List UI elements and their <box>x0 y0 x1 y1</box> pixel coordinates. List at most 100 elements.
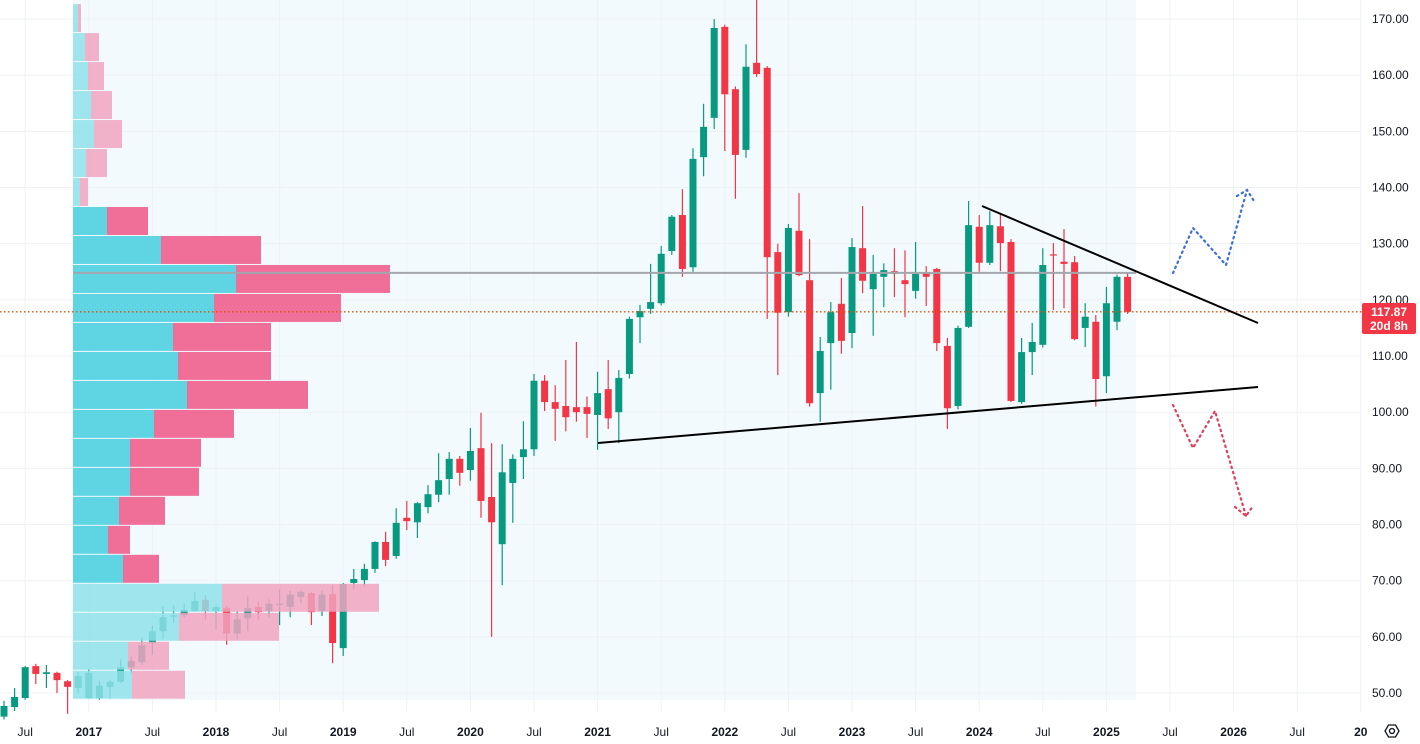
candle-body <box>562 406 570 418</box>
last-price-value: 117.87 <box>1371 305 1407 319</box>
candle-body <box>869 274 877 290</box>
time-tick-label: 2021 <box>584 725 611 739</box>
candle <box>371 541 379 573</box>
vp-down-volume-bar <box>130 467 199 496</box>
candle <box>700 103 708 177</box>
candle-body <box>1028 341 1036 353</box>
candle-body <box>848 247 856 333</box>
volume-profile-row <box>73 496 165 525</box>
candle <box>488 443 496 637</box>
candle-body <box>689 158 697 268</box>
candle-body <box>21 667 29 699</box>
candle-body <box>965 225 973 327</box>
vp-down-volume-bar <box>94 120 122 149</box>
candle-body <box>859 248 867 281</box>
candle <box>1124 272 1132 314</box>
vp-down-volume-bar <box>222 583 379 612</box>
time-tick-label: Jul <box>1035 725 1050 739</box>
candle-body <box>996 226 1004 244</box>
candle <box>1018 338 1026 404</box>
bar-countdown: 20d 8h <box>1370 319 1408 333</box>
candle-body <box>901 280 909 285</box>
candle-body <box>795 230 803 276</box>
vp-down-volume-bar <box>128 641 169 670</box>
vp-down-volume-bar <box>80 178 88 206</box>
candle <box>1049 243 1057 310</box>
vp-up-volume-bar <box>73 380 187 409</box>
candle <box>509 454 517 523</box>
price-tick-label: 100.00 <box>1372 405 1409 419</box>
candle <box>668 215 676 255</box>
volume-profile-row <box>73 293 341 322</box>
candle <box>774 243 782 376</box>
candle-body <box>1102 303 1110 377</box>
time-tick-label: 2019 <box>330 725 357 739</box>
candle-body <box>975 226 983 263</box>
bearish-projection-path[interactable] <box>1171 403 1248 518</box>
candle <box>625 316 633 379</box>
candle <box>392 508 400 559</box>
candle <box>53 671 61 694</box>
candle <box>382 531 390 567</box>
volume-profile-row <box>73 91 112 120</box>
volume-profile-row <box>73 235 261 264</box>
vp-up-volume-bar <box>73 178 80 206</box>
volume-profile-row <box>73 149 107 178</box>
candle-body <box>721 26 729 95</box>
candle <box>869 254 877 336</box>
price-tick-label: 70.00 <box>1372 574 1402 588</box>
upper-trendline[interactable] <box>981 205 1259 324</box>
candle <box>816 336 824 422</box>
candle-body <box>922 272 930 277</box>
candle <box>562 359 570 432</box>
settings-gear-icon[interactable] <box>1384 724 1400 738</box>
candle-body <box>64 681 72 687</box>
candle <box>742 44 750 158</box>
vp-up-volume-bar <box>73 641 128 670</box>
lower-trendline[interactable] <box>597 386 1259 444</box>
vp-down-volume-bar <box>132 670 185 699</box>
candle-body <box>551 402 559 409</box>
candle <box>583 396 591 439</box>
candle <box>530 373 538 457</box>
time-axis[interactable]: Jul 2017 Jul 2018 Jul 2019 Jul 2020 Jul 2021 Jul 20… <box>18 725 1368 739</box>
candle <box>721 24 729 151</box>
price-tick-label: 140.00 <box>1372 181 1409 195</box>
candle <box>986 211 994 266</box>
candle-body <box>986 225 994 263</box>
candle <box>466 427 474 481</box>
candle <box>975 215 983 272</box>
volume-profile-row <box>73 380 308 409</box>
candle <box>445 452 453 495</box>
time-tick-label: 2022 <box>711 725 738 739</box>
candle-body <box>636 311 644 318</box>
candle-body <box>1071 262 1079 340</box>
candle <box>912 241 920 299</box>
time-tick-label: 2018 <box>203 725 230 739</box>
candle-body <box>774 252 782 313</box>
candle <box>657 245 665 306</box>
candle-body <box>1039 265 1047 345</box>
drawings[interactable] <box>597 188 1259 518</box>
candle-body <box>339 584 347 649</box>
candle-body <box>32 666 40 674</box>
candle-body <box>615 377 623 413</box>
volume-profile-row <box>73 583 379 612</box>
time-tick-label: 2024 <box>966 725 993 739</box>
candle-body <box>1018 352 1026 403</box>
volume-profile-row <box>73 554 159 583</box>
time-tick-label: 2020 <box>457 725 484 739</box>
candle <box>837 277 845 354</box>
vp-up-volume-bar <box>73 322 173 351</box>
candle <box>615 370 623 444</box>
candle <box>403 500 411 531</box>
vp-down-volume-bar <box>91 91 112 120</box>
candle <box>1113 274 1121 331</box>
candle <box>42 664 50 688</box>
candle-body <box>371 541 379 569</box>
vp-up-volume-bar <box>73 91 91 120</box>
volume-profile-row <box>73 264 390 293</box>
candle <box>996 212 1004 272</box>
bullish-projection-path[interactable] <box>1171 188 1249 275</box>
